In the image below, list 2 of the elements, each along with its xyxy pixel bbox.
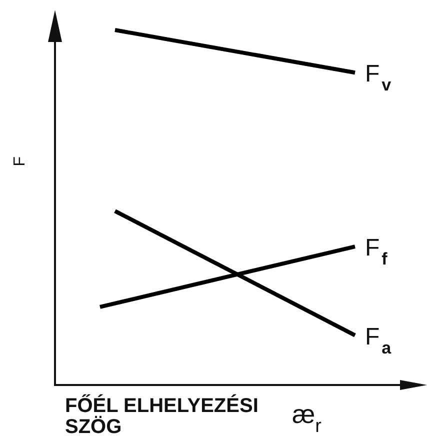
text: FŐÉL ELHELYEZÉSI SZÖG æ$_{r}$ <box>65 395 322 438</box>
y-axis-title: F <box>11 156 28 166</box>
